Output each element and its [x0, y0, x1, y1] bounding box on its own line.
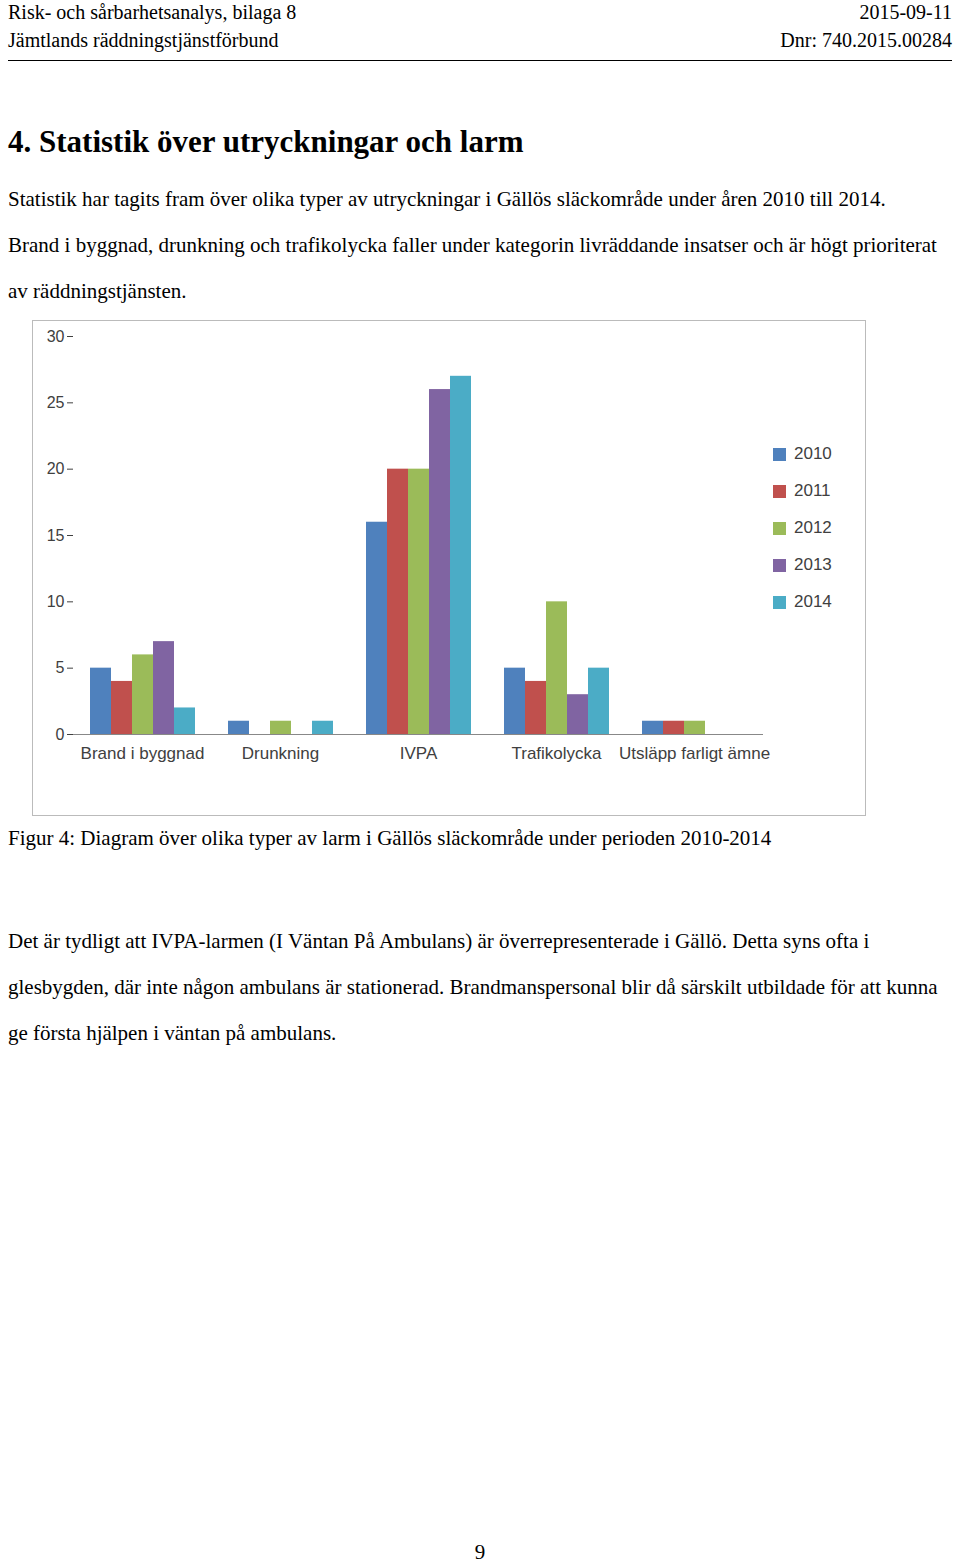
svg-text:0: 0 — [56, 726, 65, 743]
html-text:Jämtlands räddningstjänstförbu: Jämtlands räddningstjänstförbund — [8, 29, 279, 51]
svg-text:10: 10 — [47, 593, 65, 610]
html-text:2010: 2010 — [794, 444, 832, 463]
svg-text:Utsläpp farligt ämne: Utsläpp farligt ämne — [619, 744, 770, 763]
html-text:2015-09-11: 2015-09-11 — [859, 1, 952, 23]
svg-text:20: 20 — [47, 460, 65, 477]
svg-text:Drunkning: Drunkning — [242, 744, 320, 763]
html-text:2012: 2012 — [794, 518, 832, 537]
html-text:9: 9 — [474, 1540, 486, 1564]
svg-text:25: 25 — [47, 394, 65, 411]
html-text:4. Statistik över utryckningar: 4. Statistik över utryckningar och larm — [8, 124, 524, 159]
html-text:Dnr: 740.2015.00284: Dnr: 740.2015.00284 — [780, 29, 952, 51]
html-text:Det är tydligt att IVPA-larmen: Det är tydligt att IVPA-larmen (I Väntan… — [8, 929, 938, 1045]
svg-text:15: 15 — [47, 527, 65, 544]
html-text:2013: 2013 — [794, 555, 832, 574]
html-text:Figur 4: Diagram över olika ty: Figur 4: Diagram över olika typer av lar… — [8, 826, 772, 850]
html-text:Statistik har tagits fram över: Statistik har tagits fram över olika typ… — [8, 187, 937, 303]
svg-text:5: 5 — [56, 659, 65, 676]
html-text:2014: 2014 — [794, 592, 832, 611]
svg-text:Trafikolycka: Trafikolycka — [511, 744, 602, 763]
svg-text:IVPA: IVPA — [400, 744, 438, 763]
svg-text:Brand i byggnad: Brand i byggnad — [81, 744, 205, 763]
svg-text:30: 30 — [47, 328, 65, 345]
html-text:Risk- och sårbarhetsanalys, bi: Risk- och sårbarhetsanalys, bilaga 8 — [8, 1, 297, 23]
html-text:2011: 2011 — [794, 481, 831, 500]
